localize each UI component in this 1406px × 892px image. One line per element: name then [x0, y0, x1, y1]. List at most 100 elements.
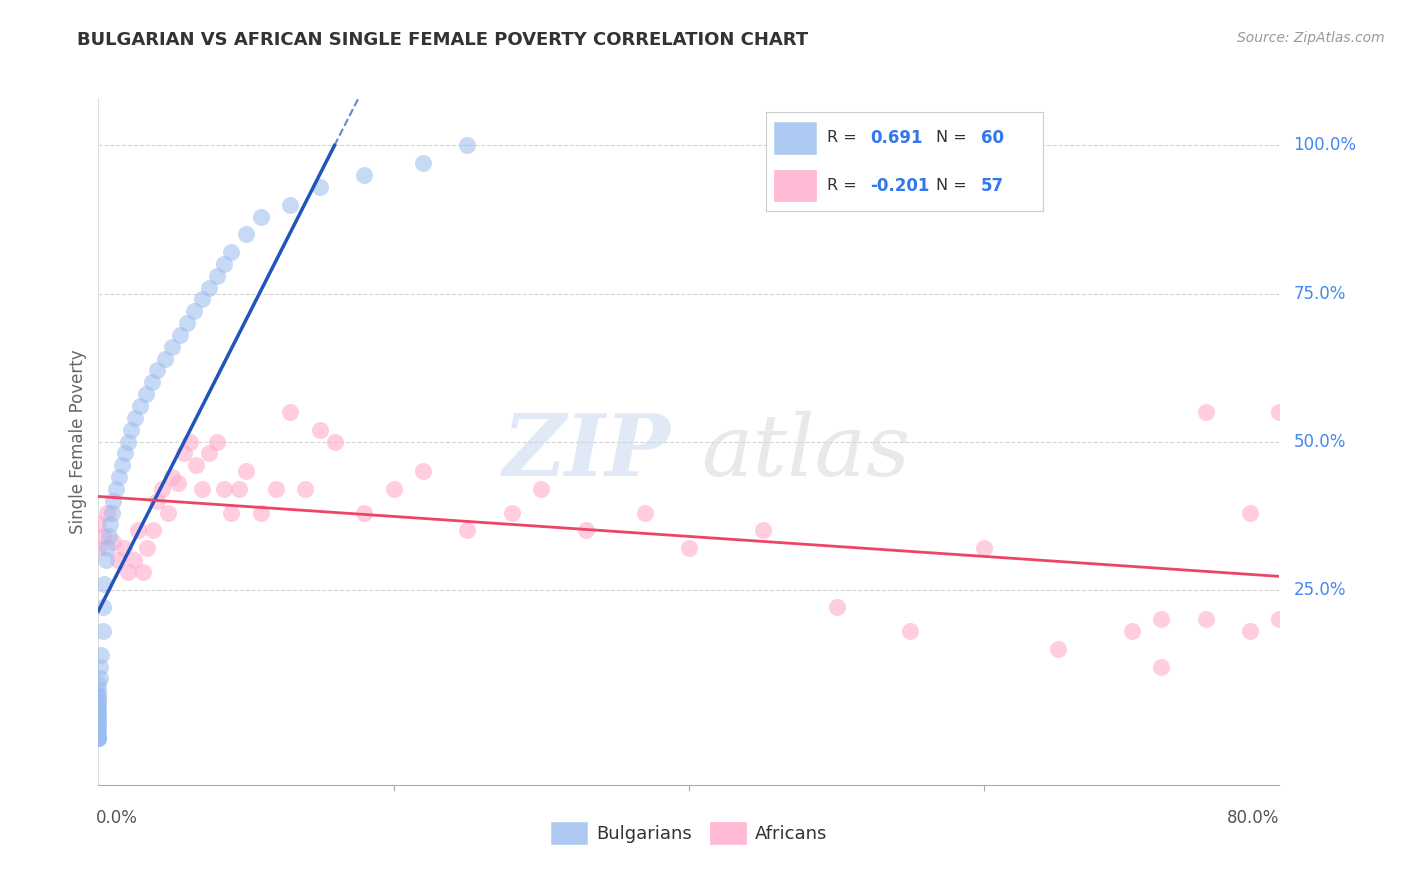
Text: 80.0%: 80.0% — [1227, 809, 1279, 827]
Point — [87, 701, 110, 715]
Point — [87, 731, 110, 745]
Y-axis label: Single Female Poverty: Single Female Poverty — [69, 350, 87, 533]
Point — [93, 576, 115, 591]
Point — [1121, 624, 1143, 638]
Text: Source: ZipAtlas.com: Source: ZipAtlas.com — [1237, 31, 1385, 45]
Point — [100, 506, 122, 520]
Point — [87, 731, 110, 745]
Point — [191, 482, 214, 496]
Point — [97, 529, 120, 543]
Point — [457, 524, 479, 538]
Point — [91, 624, 114, 638]
Point — [353, 168, 375, 182]
Point — [900, 624, 922, 638]
Point — [87, 541, 110, 555]
Point — [212, 257, 235, 271]
Point — [94, 553, 117, 567]
Point — [280, 197, 302, 211]
Point — [96, 541, 118, 555]
Point — [173, 446, 195, 460]
Point — [90, 648, 112, 662]
Point — [176, 316, 198, 330]
Point — [87, 713, 110, 727]
Point — [1268, 405, 1291, 419]
Point — [87, 706, 110, 721]
Point — [1150, 612, 1173, 626]
Text: 0.0%: 0.0% — [96, 809, 138, 827]
Point — [87, 724, 110, 739]
Point — [87, 731, 110, 745]
Point — [205, 268, 228, 283]
Point — [87, 719, 110, 733]
Point — [112, 541, 135, 555]
Point — [1268, 612, 1291, 626]
Point — [280, 405, 302, 419]
Point — [146, 493, 169, 508]
Point — [132, 565, 155, 579]
Point — [183, 304, 205, 318]
Point — [264, 482, 287, 496]
Point — [107, 553, 129, 567]
Point — [136, 541, 159, 555]
Legend: Bulgarians, Africans: Bulgarians, Africans — [544, 815, 834, 852]
Point — [87, 695, 110, 709]
Point — [108, 470, 131, 484]
Text: 75.0%: 75.0% — [1294, 285, 1346, 302]
Point — [89, 659, 111, 673]
Point — [117, 565, 139, 579]
Point — [634, 506, 657, 520]
Point — [111, 458, 134, 473]
Point — [191, 293, 214, 307]
Point — [122, 553, 145, 567]
Point — [412, 464, 434, 478]
Point — [103, 493, 125, 508]
Point — [1150, 659, 1173, 673]
Point — [1195, 612, 1218, 626]
Point — [162, 340, 183, 354]
Point — [167, 475, 190, 490]
Point — [153, 351, 176, 366]
Point — [309, 180, 332, 194]
Point — [98, 517, 121, 532]
Point — [96, 506, 118, 520]
Point — [205, 434, 228, 449]
Point — [221, 245, 243, 260]
Point — [87, 724, 110, 739]
Point — [91, 600, 114, 615]
Point — [678, 541, 700, 555]
Point — [412, 156, 434, 170]
Point — [501, 506, 523, 520]
Point — [184, 458, 207, 473]
Point — [87, 731, 110, 745]
Point — [87, 706, 110, 721]
Point — [309, 423, 332, 437]
Point — [124, 410, 146, 425]
Point — [250, 210, 273, 224]
Point — [142, 524, 165, 538]
Text: 25.0%: 25.0% — [1294, 581, 1346, 599]
Point — [382, 482, 405, 496]
Point — [221, 506, 243, 520]
Point — [973, 541, 995, 555]
Point — [103, 535, 125, 549]
Point — [156, 506, 179, 520]
Point — [250, 506, 273, 520]
Point — [127, 524, 149, 538]
Point — [235, 464, 257, 478]
Point — [1239, 624, 1261, 638]
Point — [87, 713, 110, 727]
Point — [1239, 506, 1261, 520]
Point — [87, 689, 110, 703]
Point — [825, 600, 848, 615]
Point — [212, 482, 235, 496]
Point — [89, 672, 111, 686]
Point — [228, 482, 250, 496]
Point — [135, 387, 157, 401]
Point — [179, 434, 201, 449]
Point — [323, 434, 346, 449]
Text: 50.0%: 50.0% — [1294, 433, 1346, 450]
Text: BULGARIAN VS AFRICAN SINGLE FEMALE POVERTY CORRELATION CHART: BULGARIAN VS AFRICAN SINGLE FEMALE POVER… — [77, 31, 808, 49]
Point — [169, 328, 191, 343]
Point — [128, 399, 150, 413]
Point — [1046, 641, 1070, 656]
